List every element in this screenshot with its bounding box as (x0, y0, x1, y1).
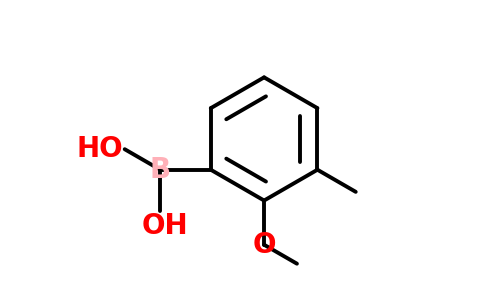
Text: OH: OH (142, 212, 188, 240)
Text: HO: HO (76, 135, 123, 163)
Text: B: B (150, 156, 171, 184)
Text: O: O (252, 231, 276, 259)
